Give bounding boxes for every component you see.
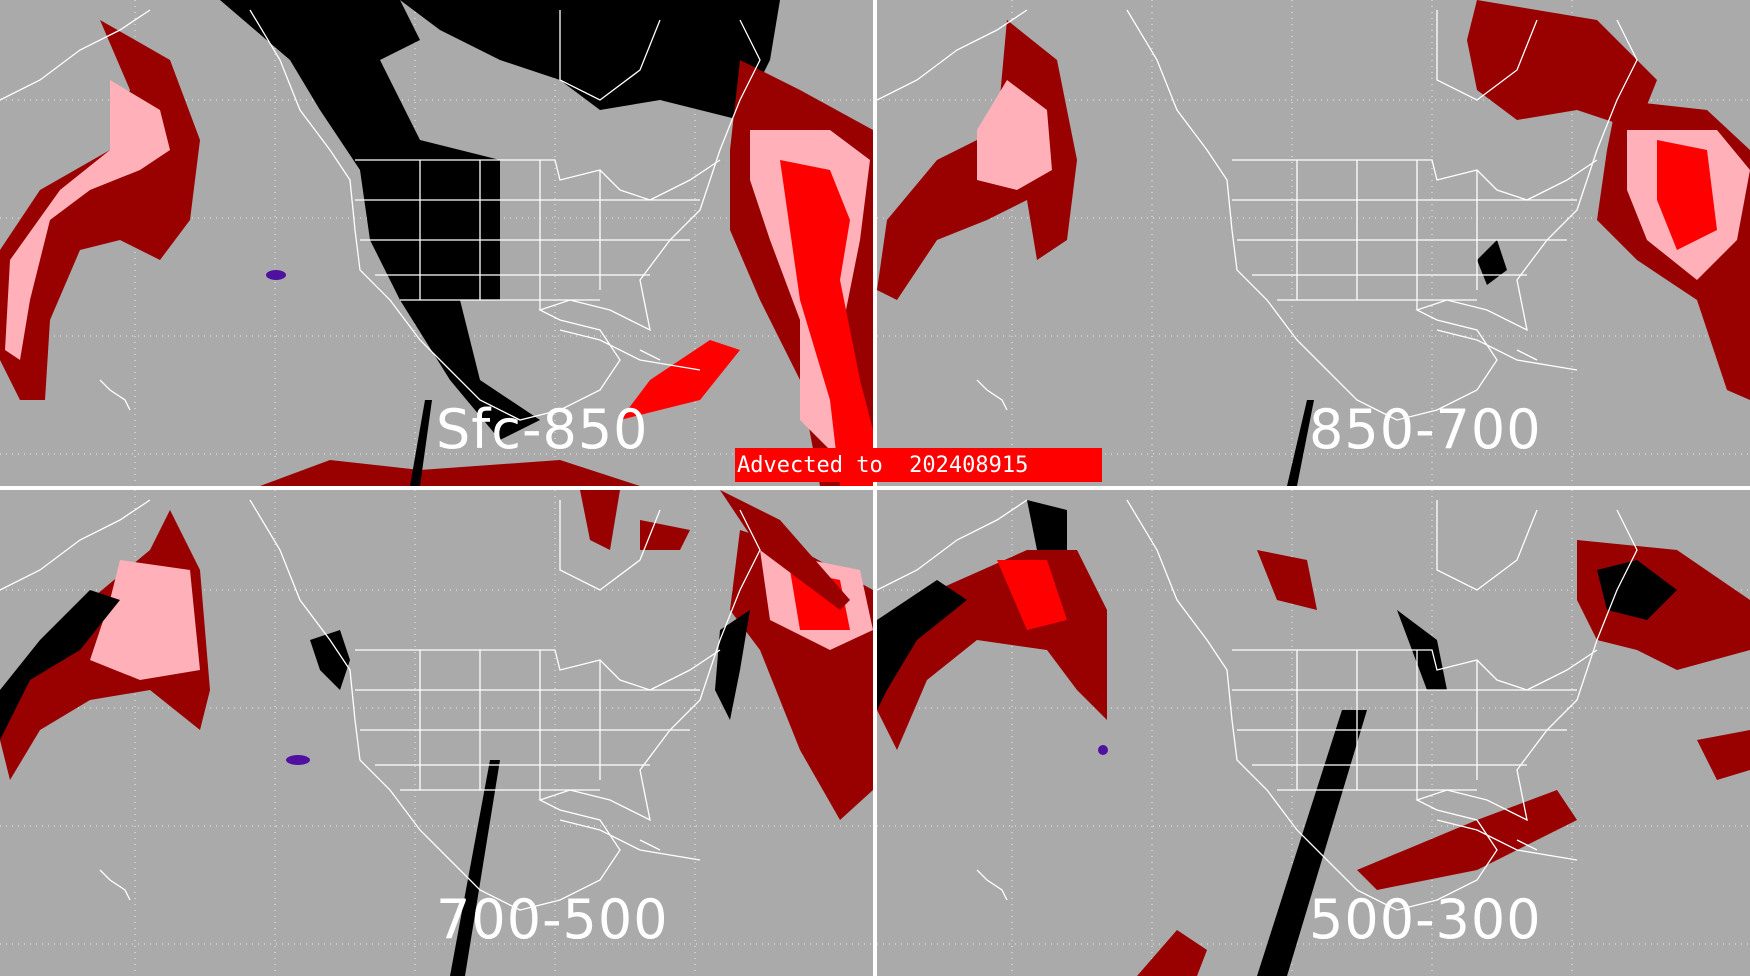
layer-label: 700-500: [436, 888, 669, 951]
advection-time-banner: Advected to 202408915: [735, 448, 1102, 482]
map-500-300: [877, 490, 1750, 976]
layer-label: Sfc-850: [436, 398, 649, 461]
map-panel-sfc-850: Sfc-850: [0, 0, 873, 486]
layer-label: 850-700: [1309, 398, 1542, 461]
map-700-500: [0, 490, 873, 976]
map-850-700: [877, 0, 1750, 486]
map-panel-850-700: 850-700: [877, 0, 1750, 486]
map-sfc-850: [0, 0, 873, 486]
map-panel-500-300: 500-300: [877, 490, 1750, 976]
map-panel-700-500: 700-500: [0, 490, 873, 976]
layer-label: 500-300: [1309, 888, 1542, 951]
